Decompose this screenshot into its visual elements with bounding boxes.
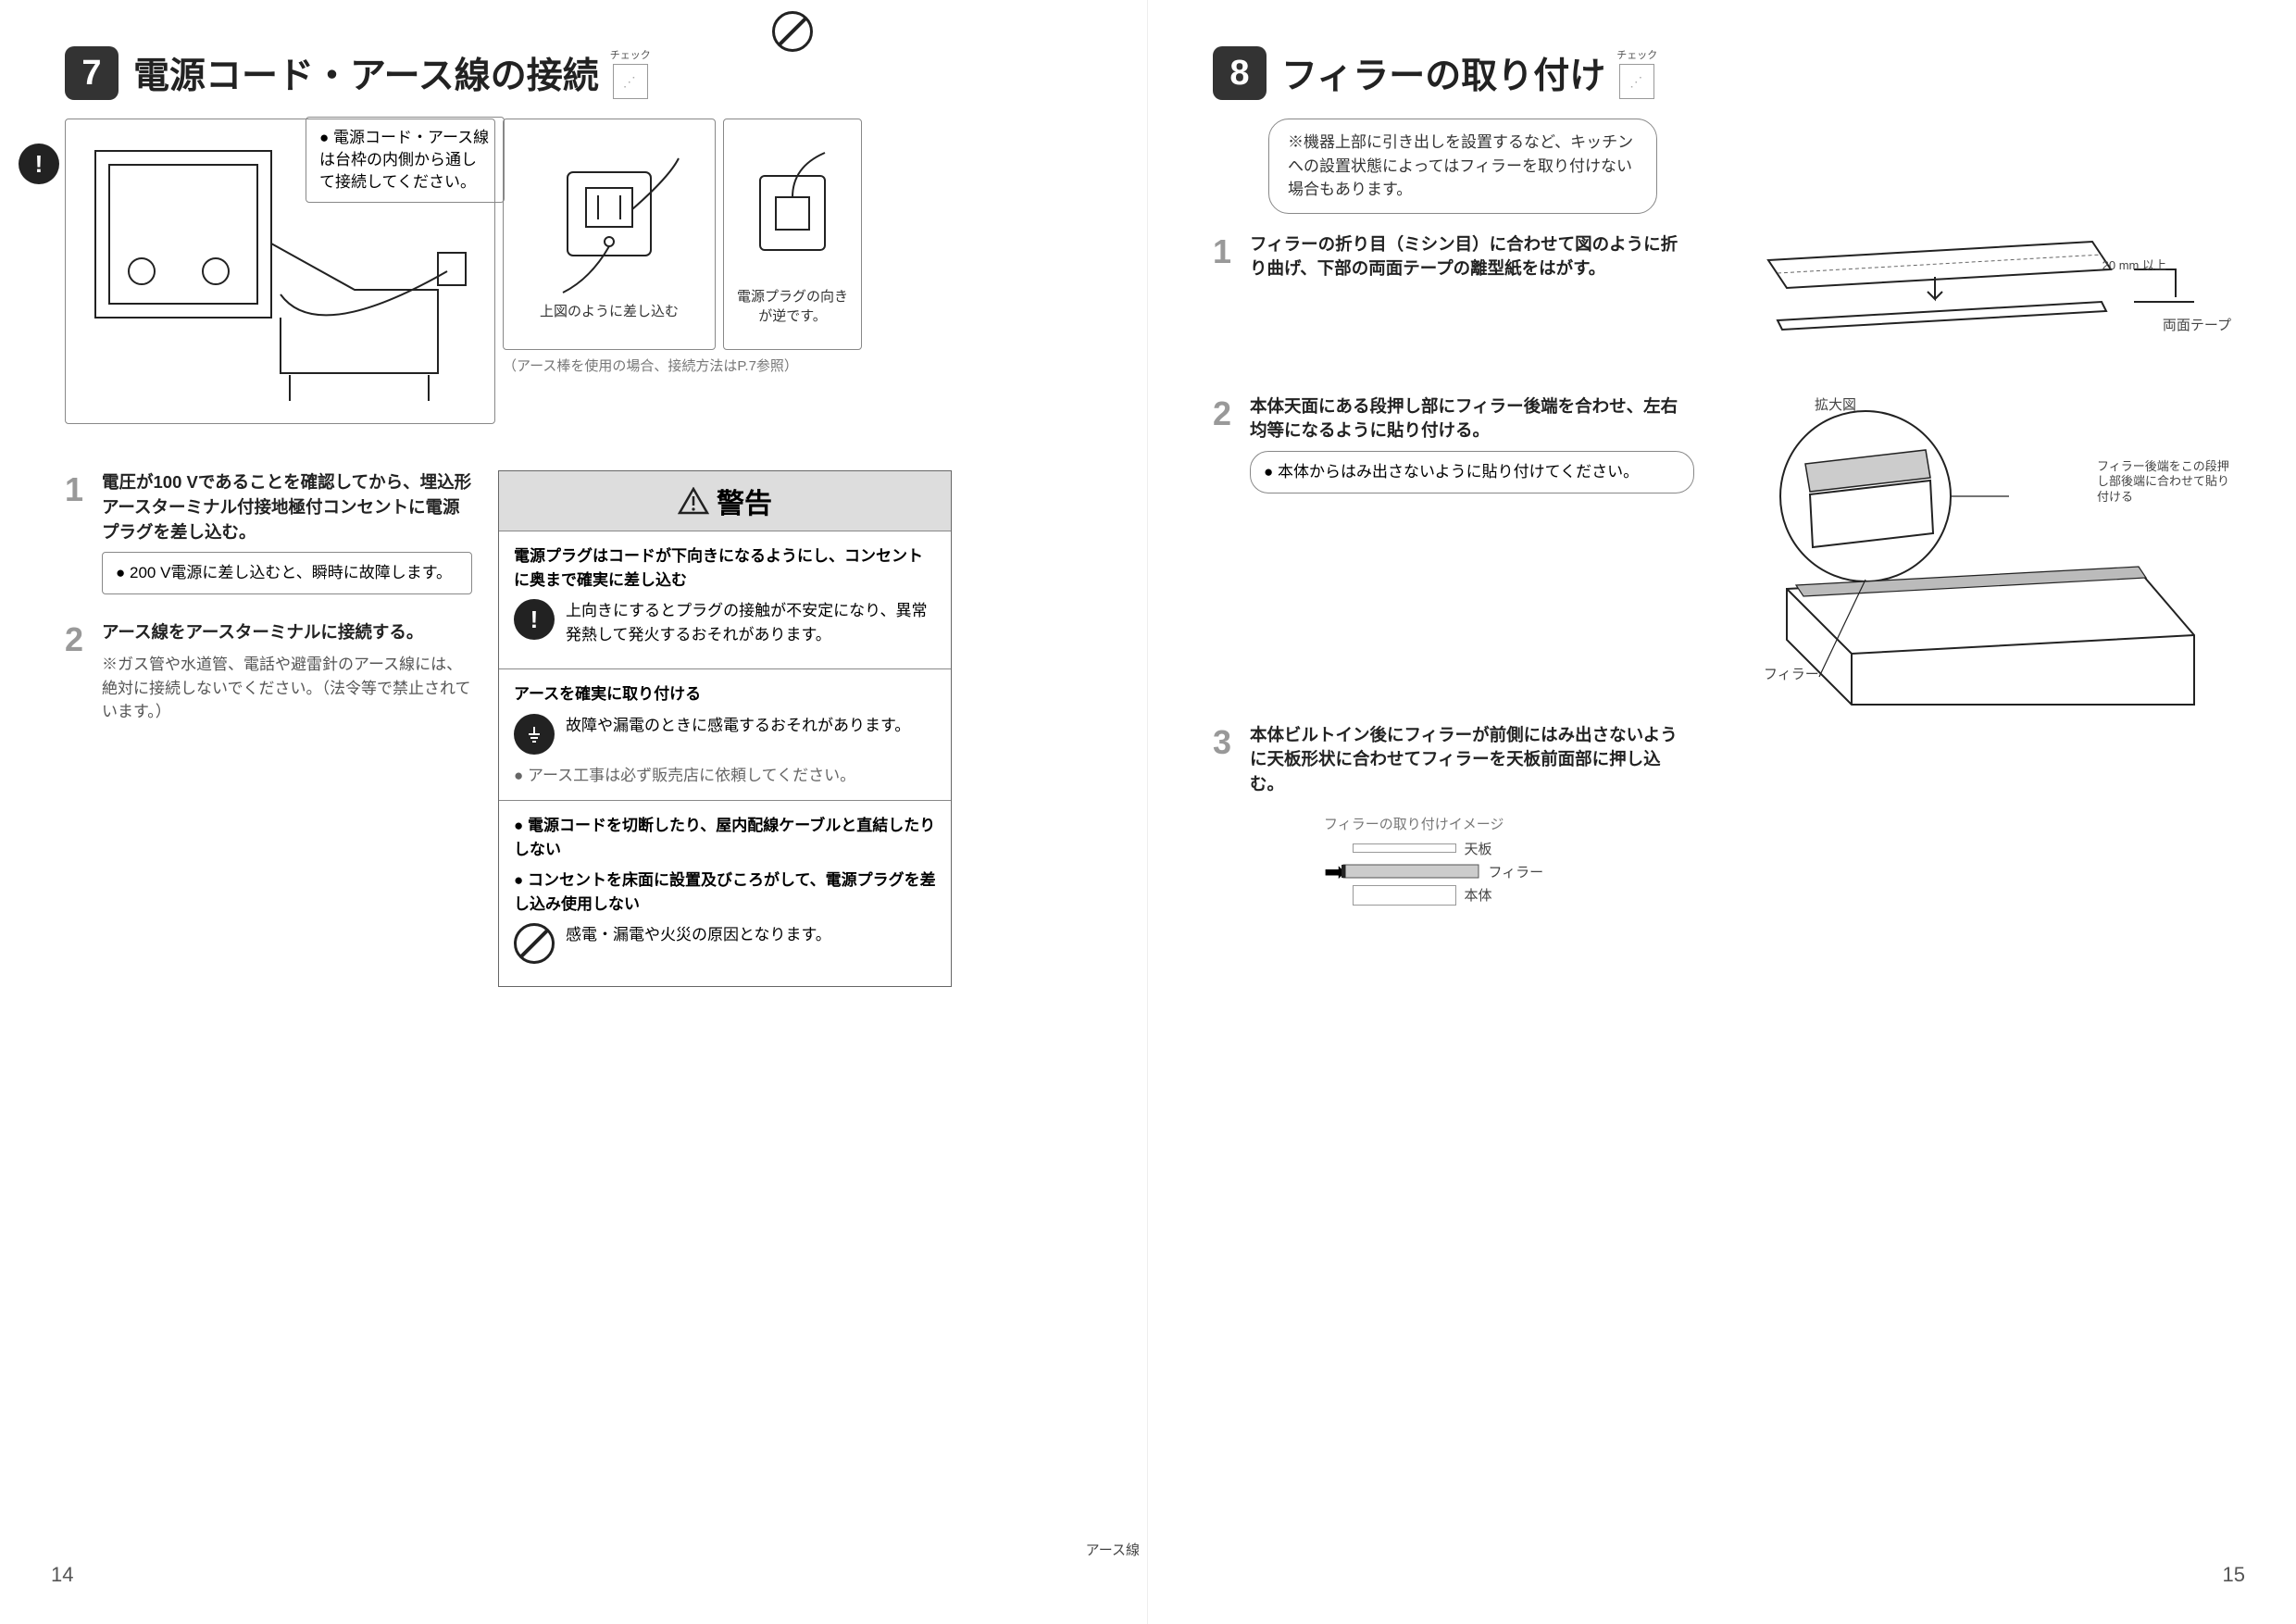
mandatory-icon: ! bbox=[514, 599, 555, 640]
body-label: 本体 bbox=[1464, 885, 1491, 905]
check-box: チェック ⋰ bbox=[610, 47, 651, 99]
prohibit-icon bbox=[514, 923, 555, 964]
warn-1-body: 上向きにするとプラグの接触が不安定になり、異常発熱して発火するおそれがあります。 bbox=[566, 599, 936, 646]
double-sided-tape-label: 両面テープ bbox=[2163, 315, 2231, 334]
warning-section-3: ● 電源コードを切断したり、屋内配線ケーブルと直結したりしない ● コンセントを… bbox=[499, 800, 951, 986]
warn-2-head: アースを確実に取り付ける bbox=[514, 682, 936, 706]
body-box bbox=[1353, 885, 1456, 906]
warning-section-2: アースを確実に取り付ける 故障や漏電のときに感電するおそれがあります。 ● アー… bbox=[499, 668, 951, 800]
check-label: チェック bbox=[1616, 47, 1657, 62]
filler-fold-illustration bbox=[1713, 232, 2231, 362]
s8-step-1-head: フィラーの折り目（ミシン目）に合わせて図のように折り曲げ、下部の両面テープの離型… bbox=[1250, 232, 1694, 282]
top-plate-box bbox=[1353, 843, 1456, 853]
filler-label: フィラー bbox=[1764, 664, 1819, 683]
page-14: 7 電源コード・アース線の接続 チェック ⋰ ● bbox=[0, 0, 1148, 1624]
page-15: 8 フィラーの取り付け チェック ⋰ ※機器上部に引き出しを設置するなど、キッチ… bbox=[1148, 0, 2296, 1624]
warning-title: 警告 bbox=[717, 481, 772, 521]
s8-step-2-num: 2 bbox=[1213, 394, 1250, 709]
s8-step-2-bullet: ● 本体からはみ出さないように貼り付けてください。 bbox=[1250, 451, 1694, 493]
dim-20mm-label: 20 mm 以上 bbox=[2103, 258, 2166, 274]
warning-box: 警告 電源プラグはコードが下向きになるようにし、コンセントに奥まで確実に差し込む… bbox=[498, 470, 952, 987]
step-2-num: 2 bbox=[65, 620, 102, 723]
s8-step-2: 2 本体天面にある段押し部にフィラー後端を合わせ、左右均等になるように貼り付ける… bbox=[1213, 394, 2231, 709]
warning-header: 警告 bbox=[499, 471, 951, 531]
s8-step-3-num: 3 bbox=[1213, 723, 1250, 805]
section-num-badge: 7 bbox=[65, 46, 119, 100]
zoom-note: フィラー後端をこの段押し部後端に合わせて貼り付ける bbox=[2097, 459, 2231, 506]
warn-1-head: 電源プラグはコードが下向きになるようにし、コンセントに奥まで確実に差し込む bbox=[514, 544, 936, 592]
step-2: 2 アース線をアースターミナルに接続する。 ※ガス管や水道管、電話や避雷針のアー… bbox=[65, 620, 472, 723]
ground-wire-label: アース線 bbox=[1086, 1540, 1140, 1559]
s8-step-2-head: 本体天面にある段押し部にフィラー後端を合わせ、左右均等になるように貼り付ける。 bbox=[1250, 394, 1694, 444]
plug-correct-caption: 上図のように差し込む bbox=[540, 301, 679, 320]
zoom-label: 拡大図 bbox=[1815, 394, 1856, 414]
step-1: 1 電圧が100 Vであることを確認してから、埋込形アースターミナル付接地極付コ… bbox=[65, 470, 472, 594]
step-1-head: 電圧が100 Vであることを確認してから、埋込形アースターミナル付接地極付コンセ… bbox=[102, 470, 472, 544]
s8-step-1: 1 フィラーの折り目（ミシン目）に合わせて図のように折り曲げ、下部の両面テープの… bbox=[1213, 232, 2231, 362]
page-number-right: 15 bbox=[2223, 1563, 2245, 1587]
warn-3-b1: ● 電源コードを切断したり、屋内配線ケーブルと直結したりしない bbox=[514, 814, 936, 861]
check-label: チェック bbox=[610, 47, 651, 62]
s8-step-3-head: 本体ビルトイン後にフィラーが前側にはみ出さないように天板形状に合わせてフィラーを… bbox=[1250, 723, 1694, 797]
s8-step-3: 3 本体ビルトイン後にフィラーが前側にはみ出さないように天板形状に合わせてフィラ… bbox=[1213, 723, 2231, 906]
warn-2-body: 故障や漏電のときに感電するおそれがあります。 bbox=[566, 714, 910, 738]
step-1-bullet: ● 200 V電源に差し込むと、瞬時に故障します。 bbox=[102, 552, 472, 594]
warn-2-note: ● アース工事は必ず販売店に依頼してください。 bbox=[514, 764, 936, 788]
bottom-two-column: 1 電圧が100 Vであることを確認してから、埋込形アースターミナル付接地極付コ… bbox=[65, 470, 1082, 987]
install-image-caption: フィラーの取り付けイメージ bbox=[1324, 814, 1694, 833]
ground-rod-reference: （アース棒を使用の場合、接続方法はP.7参照） bbox=[503, 356, 862, 375]
mandatory-icon: ! bbox=[19, 144, 59, 184]
top-diagrams-row: ● 電源コード・アース線は台枠の内側から通して接続してください。 ! bbox=[65, 119, 1082, 424]
warning-section-1: 電源プラグはコードが下向きになるようにし、コンセントに奥まで確実に差し込む ! … bbox=[499, 531, 951, 668]
filler-attach-illustration bbox=[1713, 394, 2231, 709]
page-number-left: 14 bbox=[51, 1563, 73, 1587]
step-1-num: 1 bbox=[65, 470, 102, 594]
warn-3-body: 感電・漏電や火災の原因となります。 bbox=[566, 923, 831, 947]
s8-step-1-num: 1 bbox=[1213, 232, 1250, 362]
section-7-title: 電源コード・アース線の接続 bbox=[133, 47, 599, 99]
top-instruction-bullet: ● 電源コード・アース線は台枠の内側から通して接続してください。 bbox=[306, 117, 505, 203]
correct-plug-diagram: ! アース線 上図のように差し込む bbox=[503, 119, 716, 350]
plug-wrong-caption: 電源プラグの向きが逆です。 bbox=[731, 286, 854, 325]
top-plate-label: 天板 bbox=[1464, 839, 1491, 858]
section-8-header: 8 フィラーの取り付け チェック ⋰ bbox=[1213, 46, 2231, 100]
filler-label-2: フィラー bbox=[1488, 862, 1543, 881]
section-7-header: 7 電源コード・アース線の接続 チェック ⋰ bbox=[65, 46, 1082, 100]
outlet-wrong-illustration bbox=[737, 144, 848, 282]
install-image-diagram: フィラーの取り付けイメージ ➡ 天板 フィラー bbox=[1324, 814, 1694, 906]
outlet-correct-illustration bbox=[517, 149, 702, 297]
warning-triangle-icon bbox=[678, 487, 709, 515]
section-num-badge: 8 bbox=[1213, 46, 1267, 100]
ground-icon bbox=[514, 714, 555, 755]
check-box: チェック ⋰ bbox=[1616, 47, 1657, 99]
step-2-head: アース線をアースターミナルに接続する。 bbox=[102, 620, 472, 645]
section-8-callout: ※機器上部に引き出しを設置するなど、キッチンへの設置状態によってはフィラーを取り… bbox=[1268, 119, 1657, 214]
filler-slot-icon bbox=[1341, 863, 1480, 880]
wrong-plug-diagram: 電源プラグの向きが逆です。 bbox=[723, 119, 862, 350]
warn-3-b2: ● コンセントを床面に設置及びころがして、電源プラグを差し込み使用しない bbox=[514, 868, 936, 916]
step-2-note: ※ガス管や水道管、電話や避雷針のアース線には、絶対に接続しないでください。（法令… bbox=[102, 653, 472, 724]
prohibit-icon bbox=[772, 11, 813, 52]
section-8-title: フィラーの取り付け bbox=[1281, 47, 1605, 99]
